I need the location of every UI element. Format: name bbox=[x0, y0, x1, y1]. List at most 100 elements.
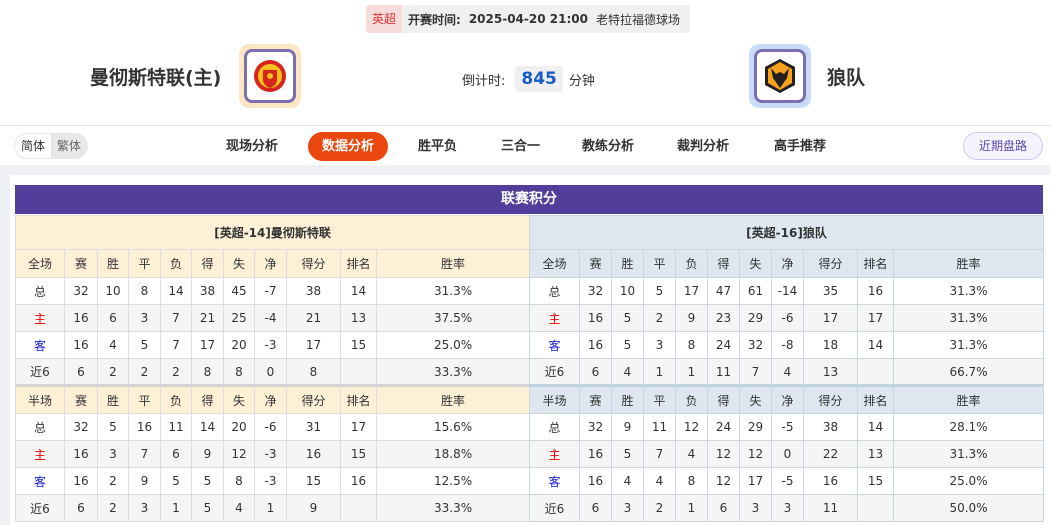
column-header: 胜 bbox=[97, 384, 129, 414]
stat-cell: 3 bbox=[739, 494, 772, 522]
stat-cell: 6 bbox=[97, 304, 129, 332]
stat-cell: 2 bbox=[160, 358, 192, 386]
row-label: 客 bbox=[15, 467, 65, 495]
column-header: 半场 bbox=[529, 384, 580, 414]
stat-cell: 23 bbox=[707, 304, 740, 332]
stat-cell: -3 bbox=[254, 331, 287, 359]
stat-cell: 32 bbox=[739, 331, 772, 359]
stat-cell: 8 bbox=[223, 467, 255, 495]
table-row: 客 16 4 4 8 12 17 -5 16 15 25.0% bbox=[529, 467, 1045, 495]
wolves-crest-icon[interactable] bbox=[749, 44, 811, 108]
column-header: 平 bbox=[128, 384, 161, 414]
stat-cell: 14 bbox=[857, 331, 894, 359]
stat-cell: 17 bbox=[857, 304, 894, 332]
stat-cell: 15 bbox=[340, 331, 377, 359]
stat-cell: 11 bbox=[643, 413, 676, 441]
table-row: 近6 6 2 2 2 8 8 0 8 33.3% bbox=[15, 358, 531, 386]
stat-cell: 5 bbox=[160, 467, 192, 495]
stat-cell: 13 bbox=[340, 304, 377, 332]
stat-cell: 4 bbox=[223, 494, 255, 522]
row-label: 客 bbox=[529, 467, 580, 495]
table-row: 主 16 6 3 7 21 25 -4 21 13 37.5% bbox=[15, 304, 531, 332]
countdown: 倒计时: 845 分钟 bbox=[462, 66, 595, 92]
tab-data-analysis[interactable]: 数据分析 bbox=[308, 132, 389, 161]
recent-handicap-button[interactable]: 近期盘路 bbox=[962, 132, 1043, 160]
lang-simplified[interactable]: 简体 bbox=[15, 134, 52, 158]
stat-cell: 31 bbox=[286, 413, 341, 441]
stat-cell bbox=[340, 358, 377, 386]
tab-three-in-one[interactable]: 三合一 bbox=[501, 139, 541, 154]
column-header: 赛 bbox=[64, 384, 98, 414]
stat-cell: 9 bbox=[675, 304, 708, 332]
stat-cell: 12 bbox=[707, 440, 740, 468]
stat-cell: 38 bbox=[803, 413, 858, 441]
stat-cell: 16 bbox=[128, 413, 161, 441]
column-header: 失 bbox=[223, 249, 255, 278]
column-header: 负 bbox=[675, 384, 708, 414]
stat-cell: -3 bbox=[254, 467, 287, 495]
stat-cell: 38 bbox=[286, 277, 341, 305]
table-row: 客 16 4 5 7 17 20 -3 17 15 25.0% bbox=[15, 331, 531, 359]
stat-cell: 4 bbox=[675, 440, 708, 468]
stat-cell: 11 bbox=[160, 413, 192, 441]
table-row: 总 32 10 8 14 38 45 -7 38 14 31.3% bbox=[15, 277, 531, 305]
tab-live-analysis[interactable]: 现场分析 bbox=[226, 139, 279, 154]
stat-cell: 37.5% bbox=[375, 304, 531, 332]
stat-cell: -3 bbox=[254, 440, 287, 468]
stat-cell bbox=[340, 494, 377, 522]
kickoff-label: 开赛时间: bbox=[408, 12, 461, 27]
stat-cell: 2 bbox=[97, 358, 129, 386]
stat-cell: 12 bbox=[675, 413, 708, 441]
stat-cell: 5 bbox=[128, 331, 161, 359]
column-header: 胜率 bbox=[892, 249, 1045, 278]
stat-cell: 18.8% bbox=[375, 440, 531, 468]
row-label: 总 bbox=[15, 413, 65, 441]
away-team-name[interactable]: 狼队 bbox=[827, 66, 866, 89]
stat-cell: 61 bbox=[739, 277, 772, 305]
column-header: 失 bbox=[739, 384, 772, 414]
stat-cell: 4 bbox=[643, 467, 676, 495]
stat-cell: 66.7% bbox=[892, 358, 1045, 386]
stat-cell: 6 bbox=[64, 358, 98, 386]
row-label: 总 bbox=[15, 277, 65, 305]
row-label: 客 bbox=[15, 331, 65, 359]
stat-cell: 31.3% bbox=[892, 440, 1045, 468]
stat-cell: 14 bbox=[160, 277, 192, 305]
column-header: 排名 bbox=[857, 249, 894, 278]
row-label: 主 bbox=[15, 440, 65, 468]
tab-win-draw-loss[interactable]: 胜平负 bbox=[418, 139, 458, 154]
stat-cell: 16 bbox=[857, 277, 894, 305]
row-label: 主 bbox=[529, 440, 580, 468]
row-label: 主 bbox=[529, 304, 580, 332]
stat-cell: 25 bbox=[223, 304, 255, 332]
stat-cell: 6 bbox=[160, 440, 192, 468]
away-team: 狼队 bbox=[749, 44, 865, 108]
stat-cell: 15 bbox=[286, 467, 341, 495]
stat-cell: -7 bbox=[254, 277, 287, 305]
manchester-united-crest-icon[interactable] bbox=[239, 44, 302, 108]
stat-cell: 9 bbox=[128, 467, 161, 495]
tab-expert-picks[interactable]: 高手推荐 bbox=[774, 139, 827, 154]
column-header: 全场 bbox=[529, 249, 580, 278]
stat-cell: 6 bbox=[579, 358, 612, 386]
stat-cell: 3 bbox=[128, 494, 161, 522]
stat-cell: 31.3% bbox=[892, 304, 1045, 332]
tab-coach-analysis[interactable]: 教练分析 bbox=[582, 139, 635, 154]
home-team-name[interactable]: 曼彻斯特联(主) bbox=[90, 66, 222, 89]
half-header-row: 半场赛胜平负得失净得分 排名 胜率 bbox=[15, 384, 531, 414]
team-rank-header: [英超-14]曼彻斯特联 bbox=[14, 215, 531, 250]
stat-cell: 6 bbox=[707, 494, 740, 522]
column-header: 胜率 bbox=[375, 384, 531, 414]
column-header: 得分 bbox=[803, 384, 858, 414]
column-header: 赛 bbox=[579, 249, 612, 278]
lang-traditional[interactable]: 繁体 bbox=[51, 134, 88, 158]
row-label: 客 bbox=[529, 331, 580, 359]
column-header: 得分 bbox=[803, 249, 858, 278]
tab-referee-analysis[interactable]: 裁判分析 bbox=[677, 139, 730, 154]
column-header: 胜 bbox=[611, 249, 644, 278]
stat-cell: -6 bbox=[771, 304, 804, 332]
league-badge[interactable]: 英超 bbox=[366, 5, 403, 33]
home-standings-table: [英超-14]曼彻斯特联 全场赛胜平负得失净得分 排名 胜率总 32 10 8 14 38 45-… bbox=[14, 215, 531, 522]
stat-cell: 21 bbox=[191, 304, 224, 332]
stat-cell: 1 bbox=[675, 358, 708, 386]
